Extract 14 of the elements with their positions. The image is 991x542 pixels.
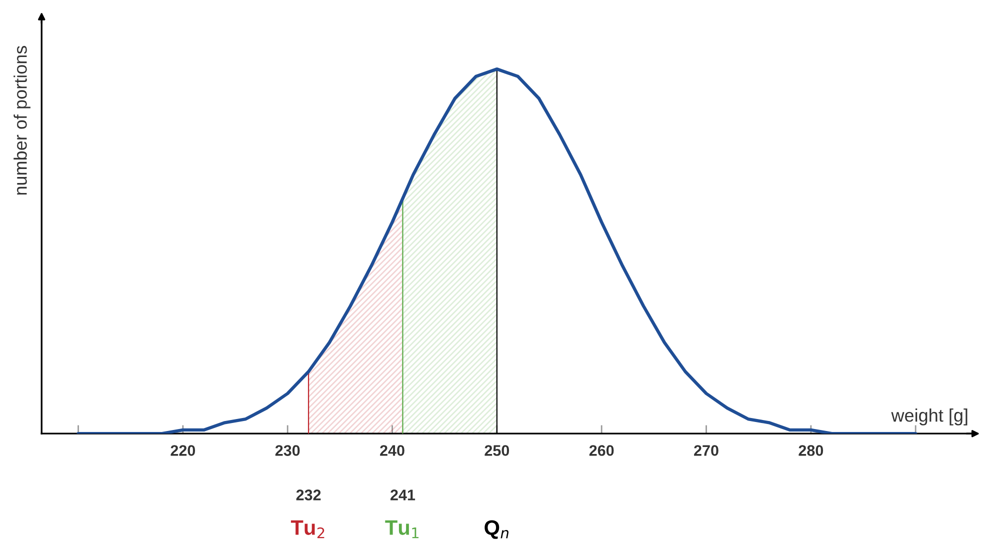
x-axis-title: weight [g]	[891, 408, 968, 426]
x2-tick-label: 241	[390, 490, 416, 500]
y-axis-title: number of portions	[14, 46, 30, 195]
x-tick-label: 270	[694, 445, 718, 456]
x-tick-label: 240	[380, 445, 404, 456]
x-tick-label: 230	[275, 445, 300, 456]
x-tick-label: 250	[484, 445, 510, 456]
x2-tick-label: 232	[296, 490, 321, 500]
ref-line-label: Tu$_{2}$	[290, 520, 324, 538]
x-tick-label: 280	[798, 445, 824, 456]
x-tick-label: 220	[170, 445, 196, 456]
x-tick-label: 260	[589, 445, 614, 456]
ref-line-label: Tu$_{1}$	[385, 520, 418, 538]
ref-line-label: Q$_{n}$	[484, 520, 508, 539]
